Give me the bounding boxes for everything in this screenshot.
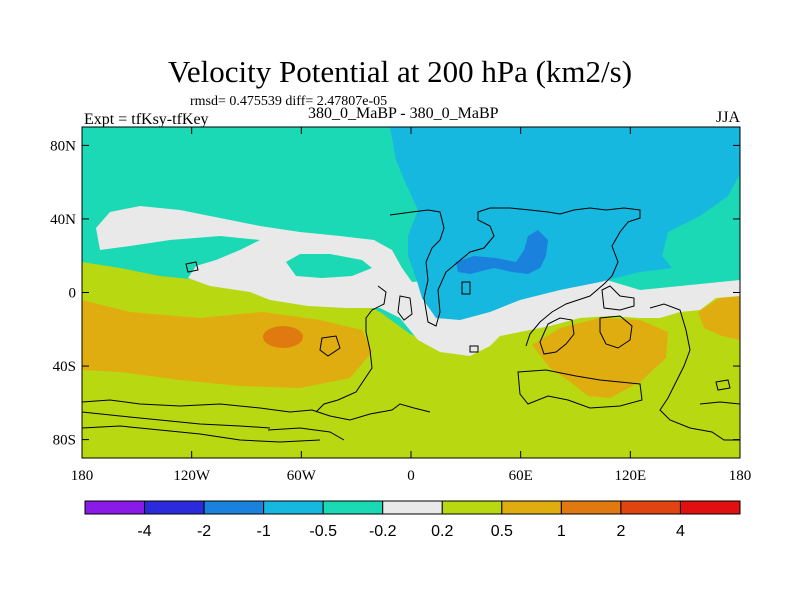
y-tick-label: 80S xyxy=(53,433,76,449)
colorbar-label: 0.2 xyxy=(431,523,453,540)
colorbar-swatch xyxy=(322,500,384,515)
x-tick-label: 120E xyxy=(614,468,646,484)
x-tick-label: 60E xyxy=(509,468,533,484)
x-tick-label: 60W xyxy=(287,468,317,484)
colorbar-label: 0.5 xyxy=(491,523,513,540)
colorbar-label: 1 xyxy=(557,523,566,540)
season-label: JJA xyxy=(716,109,741,126)
colorbar-swatch xyxy=(620,500,681,515)
x-tick-label: 0 xyxy=(407,468,415,484)
y-tick-label: 40N xyxy=(50,212,76,228)
colorbar-label: -2 xyxy=(197,523,211,540)
contour-map xyxy=(82,127,740,458)
stats-label: rmsd= 0.475539 diff= 2.47807e-05 xyxy=(190,94,388,109)
continent-outlines xyxy=(82,207,740,443)
x-axis: 180 120W 60W 0 60E 120E 180 xyxy=(71,127,752,484)
colorbar-swatch xyxy=(203,500,265,515)
colorbar-label: -0.2 xyxy=(369,523,397,540)
colorbar-label: 2 xyxy=(616,523,625,540)
colorbar-label: -1 xyxy=(257,523,271,540)
colorbar: -4 -2 -1 -0.5 -0.2 0.2 0.5 1 2 4 xyxy=(84,500,741,540)
chart-title: Velocity Potential at 200 hPa (km2/s) xyxy=(167,54,633,89)
colorbar-swatch xyxy=(679,500,741,515)
colorbar-swatch xyxy=(84,500,146,515)
y-tick-label: 40S xyxy=(53,359,76,375)
colorbar-swatch xyxy=(382,500,443,515)
colorbar-swatch xyxy=(263,500,324,515)
x-tick-label: 180 xyxy=(71,468,94,484)
tropical-neutral-gap xyxy=(286,254,372,278)
asian-minimum-core xyxy=(456,230,548,274)
expt-label: Expt = tfKsy-tfKey xyxy=(84,111,209,128)
eastern-pacific-maximum xyxy=(698,296,740,340)
colorbar-label: -4 xyxy=(137,523,151,540)
center-label: 380_0_MaBP - 380_0_MaBP xyxy=(308,105,499,122)
colorbar-label: -0.5 xyxy=(309,523,337,540)
colorbar-swatch xyxy=(501,500,562,515)
southern-pacific-core xyxy=(263,326,303,348)
southern-pacific-maximum xyxy=(82,300,372,388)
y-tick-label: 80N xyxy=(50,138,76,154)
x-tick-label: 120W xyxy=(173,468,211,484)
x-tick-label: 180 xyxy=(729,468,752,484)
y-tick-label: 0 xyxy=(69,286,77,302)
colorbar-label: 4 xyxy=(676,523,685,540)
colorbar-swatch xyxy=(144,500,205,515)
indian-ocean-maximum xyxy=(532,318,668,398)
colorbar-swatch xyxy=(560,500,622,515)
colorbar-swatch xyxy=(441,500,503,515)
y-axis: 80N 40N 0 40S 80S xyxy=(50,138,740,449)
tropical-neutral-band xyxy=(96,206,740,356)
